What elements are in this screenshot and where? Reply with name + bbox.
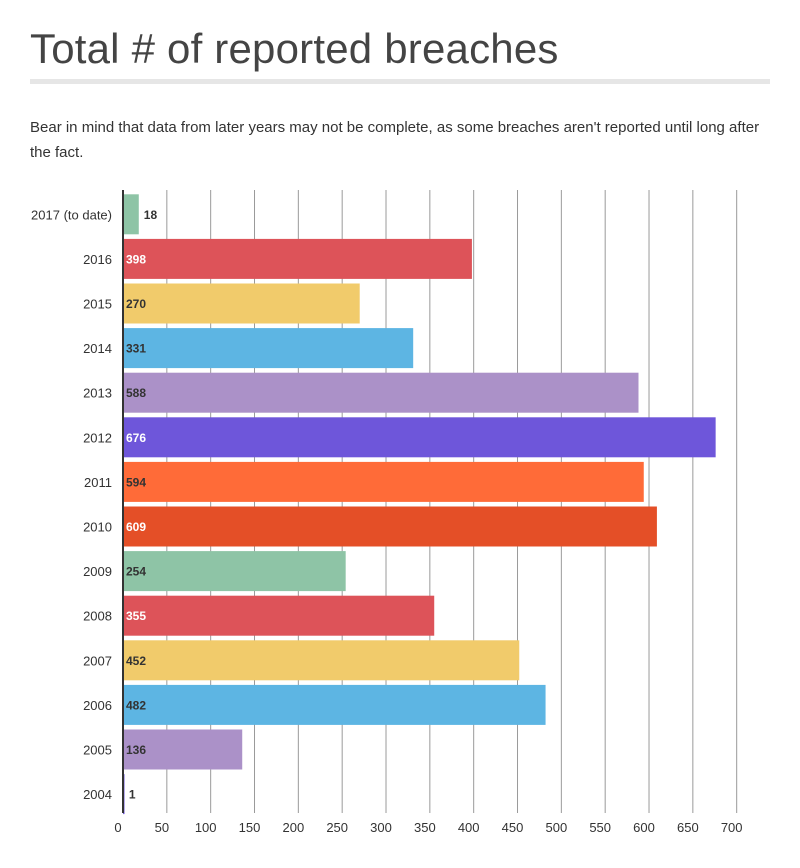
x-tick-label: 450 bbox=[502, 820, 524, 835]
value-label: 18 bbox=[144, 208, 158, 222]
bar bbox=[123, 417, 716, 458]
page-title: Total # of reported breaches bbox=[30, 25, 559, 72]
bar bbox=[123, 238, 472, 279]
category-label: 2014 bbox=[83, 341, 112, 356]
bar bbox=[123, 506, 657, 547]
bar bbox=[123, 729, 243, 770]
bar bbox=[123, 283, 360, 324]
bar bbox=[123, 194, 139, 235]
value-label: 482 bbox=[126, 698, 146, 712]
x-tick-label: 500 bbox=[545, 820, 567, 835]
x-tick-label: 400 bbox=[458, 820, 480, 835]
category-label: 2005 bbox=[83, 743, 112, 758]
category-label: 2012 bbox=[83, 430, 112, 445]
category-label: 2008 bbox=[83, 609, 112, 624]
value-label: 1 bbox=[129, 788, 136, 802]
value-label: 136 bbox=[126, 743, 146, 757]
chart-subtitle: Bear in mind that data from later years … bbox=[30, 119, 760, 161]
category-label: 2013 bbox=[83, 386, 112, 401]
x-tick-label: 50 bbox=[155, 820, 169, 835]
category-label: 2010 bbox=[83, 520, 112, 535]
x-tick-label: 700 bbox=[721, 820, 743, 835]
x-tick-label: 250 bbox=[326, 820, 348, 835]
value-label: 270 bbox=[126, 297, 146, 311]
category-label: 2017 (to date) bbox=[31, 207, 112, 222]
value-label: 254 bbox=[126, 565, 146, 579]
chart-category-labels: 2017 (to date) 2016 2015 2014 2013 2012 2011 20… bbox=[31, 207, 112, 802]
bar-chart: 2017 (to date) 2016 2015 2014 2013 2012 2011 20… bbox=[31, 190, 743, 835]
category-label: 2007 bbox=[83, 653, 112, 668]
bar bbox=[123, 372, 639, 413]
category-label: 2009 bbox=[83, 564, 112, 579]
bar bbox=[123, 461, 644, 502]
x-tick-label: 350 bbox=[414, 820, 436, 835]
value-label: 355 bbox=[126, 609, 146, 623]
bar bbox=[123, 640, 520, 681]
x-tick-label: 650 bbox=[677, 820, 699, 835]
value-label: 452 bbox=[126, 654, 146, 668]
chart-value-labels: 18 398 270 331 588 676 594 609 254 355 452 482 136 1 bbox=[126, 208, 157, 802]
value-label: 398 bbox=[126, 252, 146, 266]
x-tick-label: 100 bbox=[195, 820, 217, 835]
bar bbox=[123, 551, 346, 592]
value-label: 588 bbox=[126, 386, 146, 400]
title-divider bbox=[30, 79, 770, 84]
x-tick-label: 600 bbox=[633, 820, 655, 835]
x-tick-label: 200 bbox=[282, 820, 304, 835]
category-label: 2006 bbox=[83, 698, 112, 713]
bar bbox=[123, 328, 414, 369]
x-tick-label: 0 bbox=[114, 820, 121, 835]
bar bbox=[123, 684, 546, 725]
category-label: 2004 bbox=[83, 787, 112, 802]
bar bbox=[123, 595, 435, 636]
chart-bars bbox=[123, 194, 716, 815]
value-label: 609 bbox=[126, 520, 146, 534]
value-label: 331 bbox=[126, 342, 146, 356]
category-label: 2015 bbox=[83, 297, 112, 312]
chart-x-axis: 0 50 100 150 200 250 300 350 400 450 500 550 600 650 7… bbox=[114, 820, 742, 835]
x-tick-label: 150 bbox=[239, 820, 261, 835]
value-label: 594 bbox=[126, 475, 146, 489]
value-label: 676 bbox=[126, 431, 146, 445]
x-tick-label: 300 bbox=[370, 820, 392, 835]
x-tick-label: 550 bbox=[589, 820, 611, 835]
category-label: 2016 bbox=[83, 252, 112, 267]
category-label: 2011 bbox=[84, 475, 112, 490]
